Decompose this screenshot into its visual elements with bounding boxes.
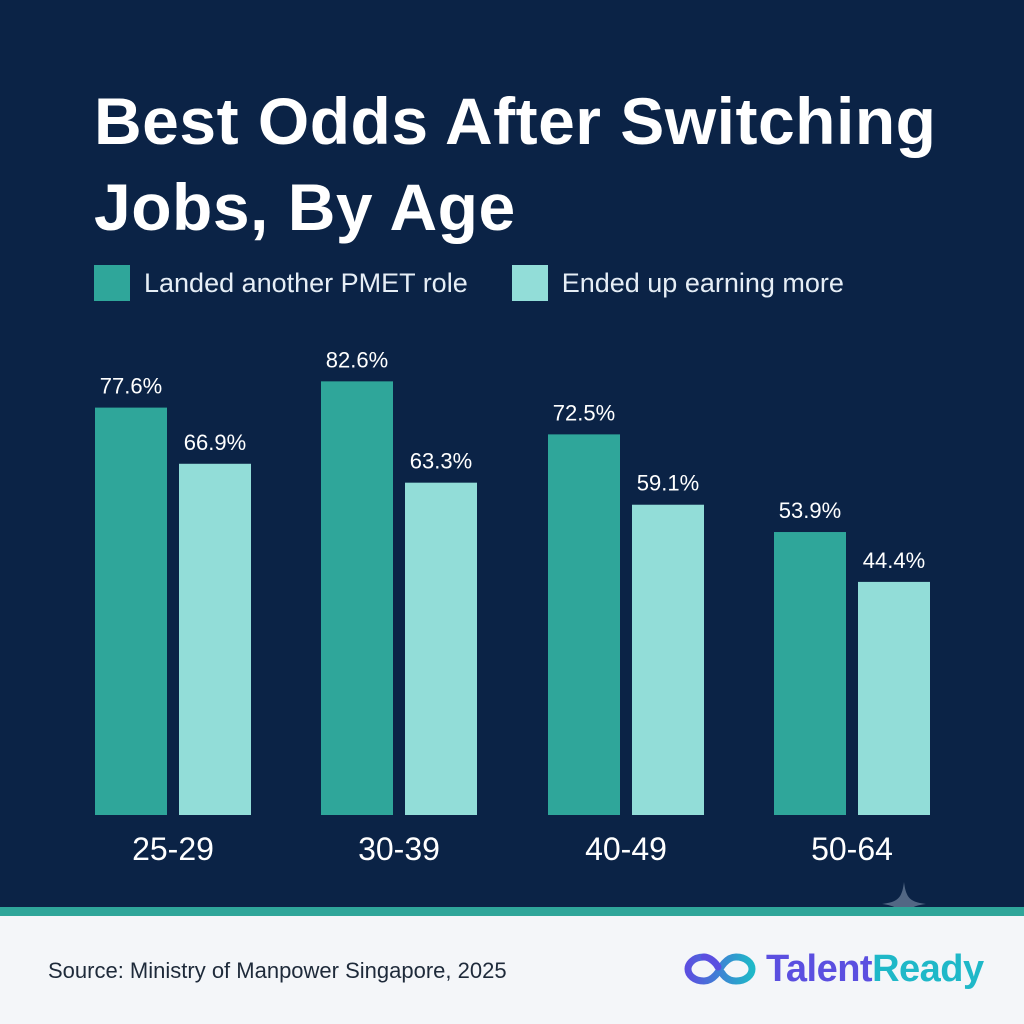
x-tick-label-30-39: 30-39	[358, 831, 440, 867]
legend-swatch-pmet	[94, 265, 130, 301]
brand-text-talent: Talent	[766, 947, 873, 990]
data-label-25-29-series-2: 66.9%	[184, 430, 246, 455]
footer: Source: Ministry of Manpower Singapore, …	[0, 916, 1024, 1024]
bar-40-49-series-1	[548, 434, 620, 815]
bar-25-29-series-2	[179, 463, 251, 815]
bar-30-39-series-1	[321, 381, 393, 815]
legend-label-earning: Ended up earning more	[561, 267, 844, 298]
data-label-50-64-series-1: 53.9%	[779, 498, 841, 523]
footer-divider	[0, 907, 1024, 916]
bar-40-49-series-2	[632, 504, 704, 815]
x-tick-label-25-29: 25-29	[132, 831, 214, 867]
bar-50-64-series-1	[774, 532, 846, 815]
data-label-25-29-series-1: 77.6%	[100, 374, 162, 399]
legend-item-pmet: Landed another PMET role	[94, 265, 468, 301]
brand-text: TalentReady	[766, 948, 984, 991]
bar-50-64-series-2	[858, 581, 930, 815]
legend: Landed another PMET role Ended up earnin…	[94, 264, 888, 302]
legend-label-pmet: Landed another PMET role	[144, 267, 468, 298]
data-label-40-49-series-2: 59.1%	[637, 471, 699, 496]
sparkle-icon	[882, 882, 926, 926]
x-tick-label-50-64: 50-64	[811, 831, 893, 867]
chart-title: Best Odds After Switching Jobs, By Age	[94, 84, 937, 244]
brand-text-ready: Ready	[872, 947, 984, 990]
legend-swatch-earning	[511, 265, 548, 301]
data-label-30-39-series-2: 63.3%	[410, 449, 472, 474]
bar-25-29-series-1	[95, 407, 167, 815]
data-label-40-49-series-1: 72.5%	[553, 400, 615, 425]
brand-logo: TalentReady	[684, 944, 984, 994]
x-tick-label-40-49: 40-49	[585, 831, 667, 867]
legend-item-earning: Ended up earning more	[511, 265, 844, 301]
data-label-30-39-series-1: 82.6%	[326, 347, 388, 372]
bar-chart: 77.6% 66.9% 25-29 82.6% 63.3% 30-39 72.5% 59.1%…	[95, 347, 930, 867]
source-text: Source: Ministry of Manpower Singapore, …	[48, 958, 507, 983]
infinity-loop-icon	[684, 953, 756, 985]
bar-30-39-series-2	[405, 482, 477, 815]
data-label-50-64-series-2: 44.4%	[863, 548, 925, 573]
